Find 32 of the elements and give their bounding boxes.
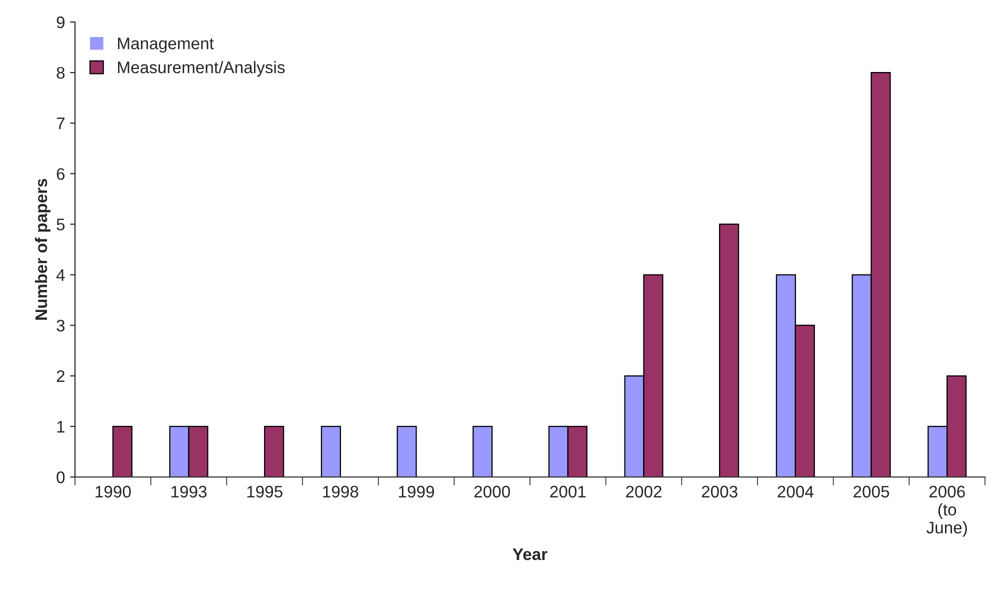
y-tick-label: 7 — [56, 118, 64, 130]
legend-label: Management — [118, 38, 214, 53]
x-tick-label: 2006 (to June) — [926, 486, 967, 537]
y-tick-label: 4 — [56, 269, 65, 281]
x-tick-label: 1998 — [323, 486, 358, 498]
x-tick-label: 2005 — [854, 486, 890, 498]
x-tick-label: 1995 — [247, 486, 282, 498]
x-tick-label: 1993 — [171, 486, 207, 498]
x-tick-label: 2003 — [702, 486, 738, 498]
bar — [719, 224, 740, 477]
y-tick-label: 5 — [56, 218, 65, 230]
y-tick-label: 1 — [57, 421, 64, 432]
y-tick-label: 8 — [56, 66, 65, 79]
x-tick-label: 2004 — [778, 486, 814, 498]
x-tick-label: 2002 — [626, 486, 662, 498]
x-tick-label: 1990 — [96, 486, 131, 498]
y-tick-label: 2 — [56, 370, 64, 382]
y-tick-label: 6 — [56, 168, 65, 180]
x-axis-title: Year — [512, 548, 548, 560]
bar — [320, 426, 341, 477]
bar — [396, 426, 417, 477]
x-tick-label: 1999 — [398, 486, 434, 498]
y-tick-label: 3 — [56, 320, 65, 332]
x-tick-label: 2000 — [474, 486, 510, 498]
bar — [264, 426, 284, 477]
legend-label: Measurement/Analysis — [118, 61, 285, 77]
bar — [112, 426, 132, 477]
y-axis-title: Number of papers — [34, 178, 50, 320]
x-tick-label: 2001 — [550, 486, 586, 498]
y-tick-label: 0 — [56, 471, 65, 484]
bar — [472, 426, 493, 477]
y-tick-label: 9 — [56, 16, 64, 28]
